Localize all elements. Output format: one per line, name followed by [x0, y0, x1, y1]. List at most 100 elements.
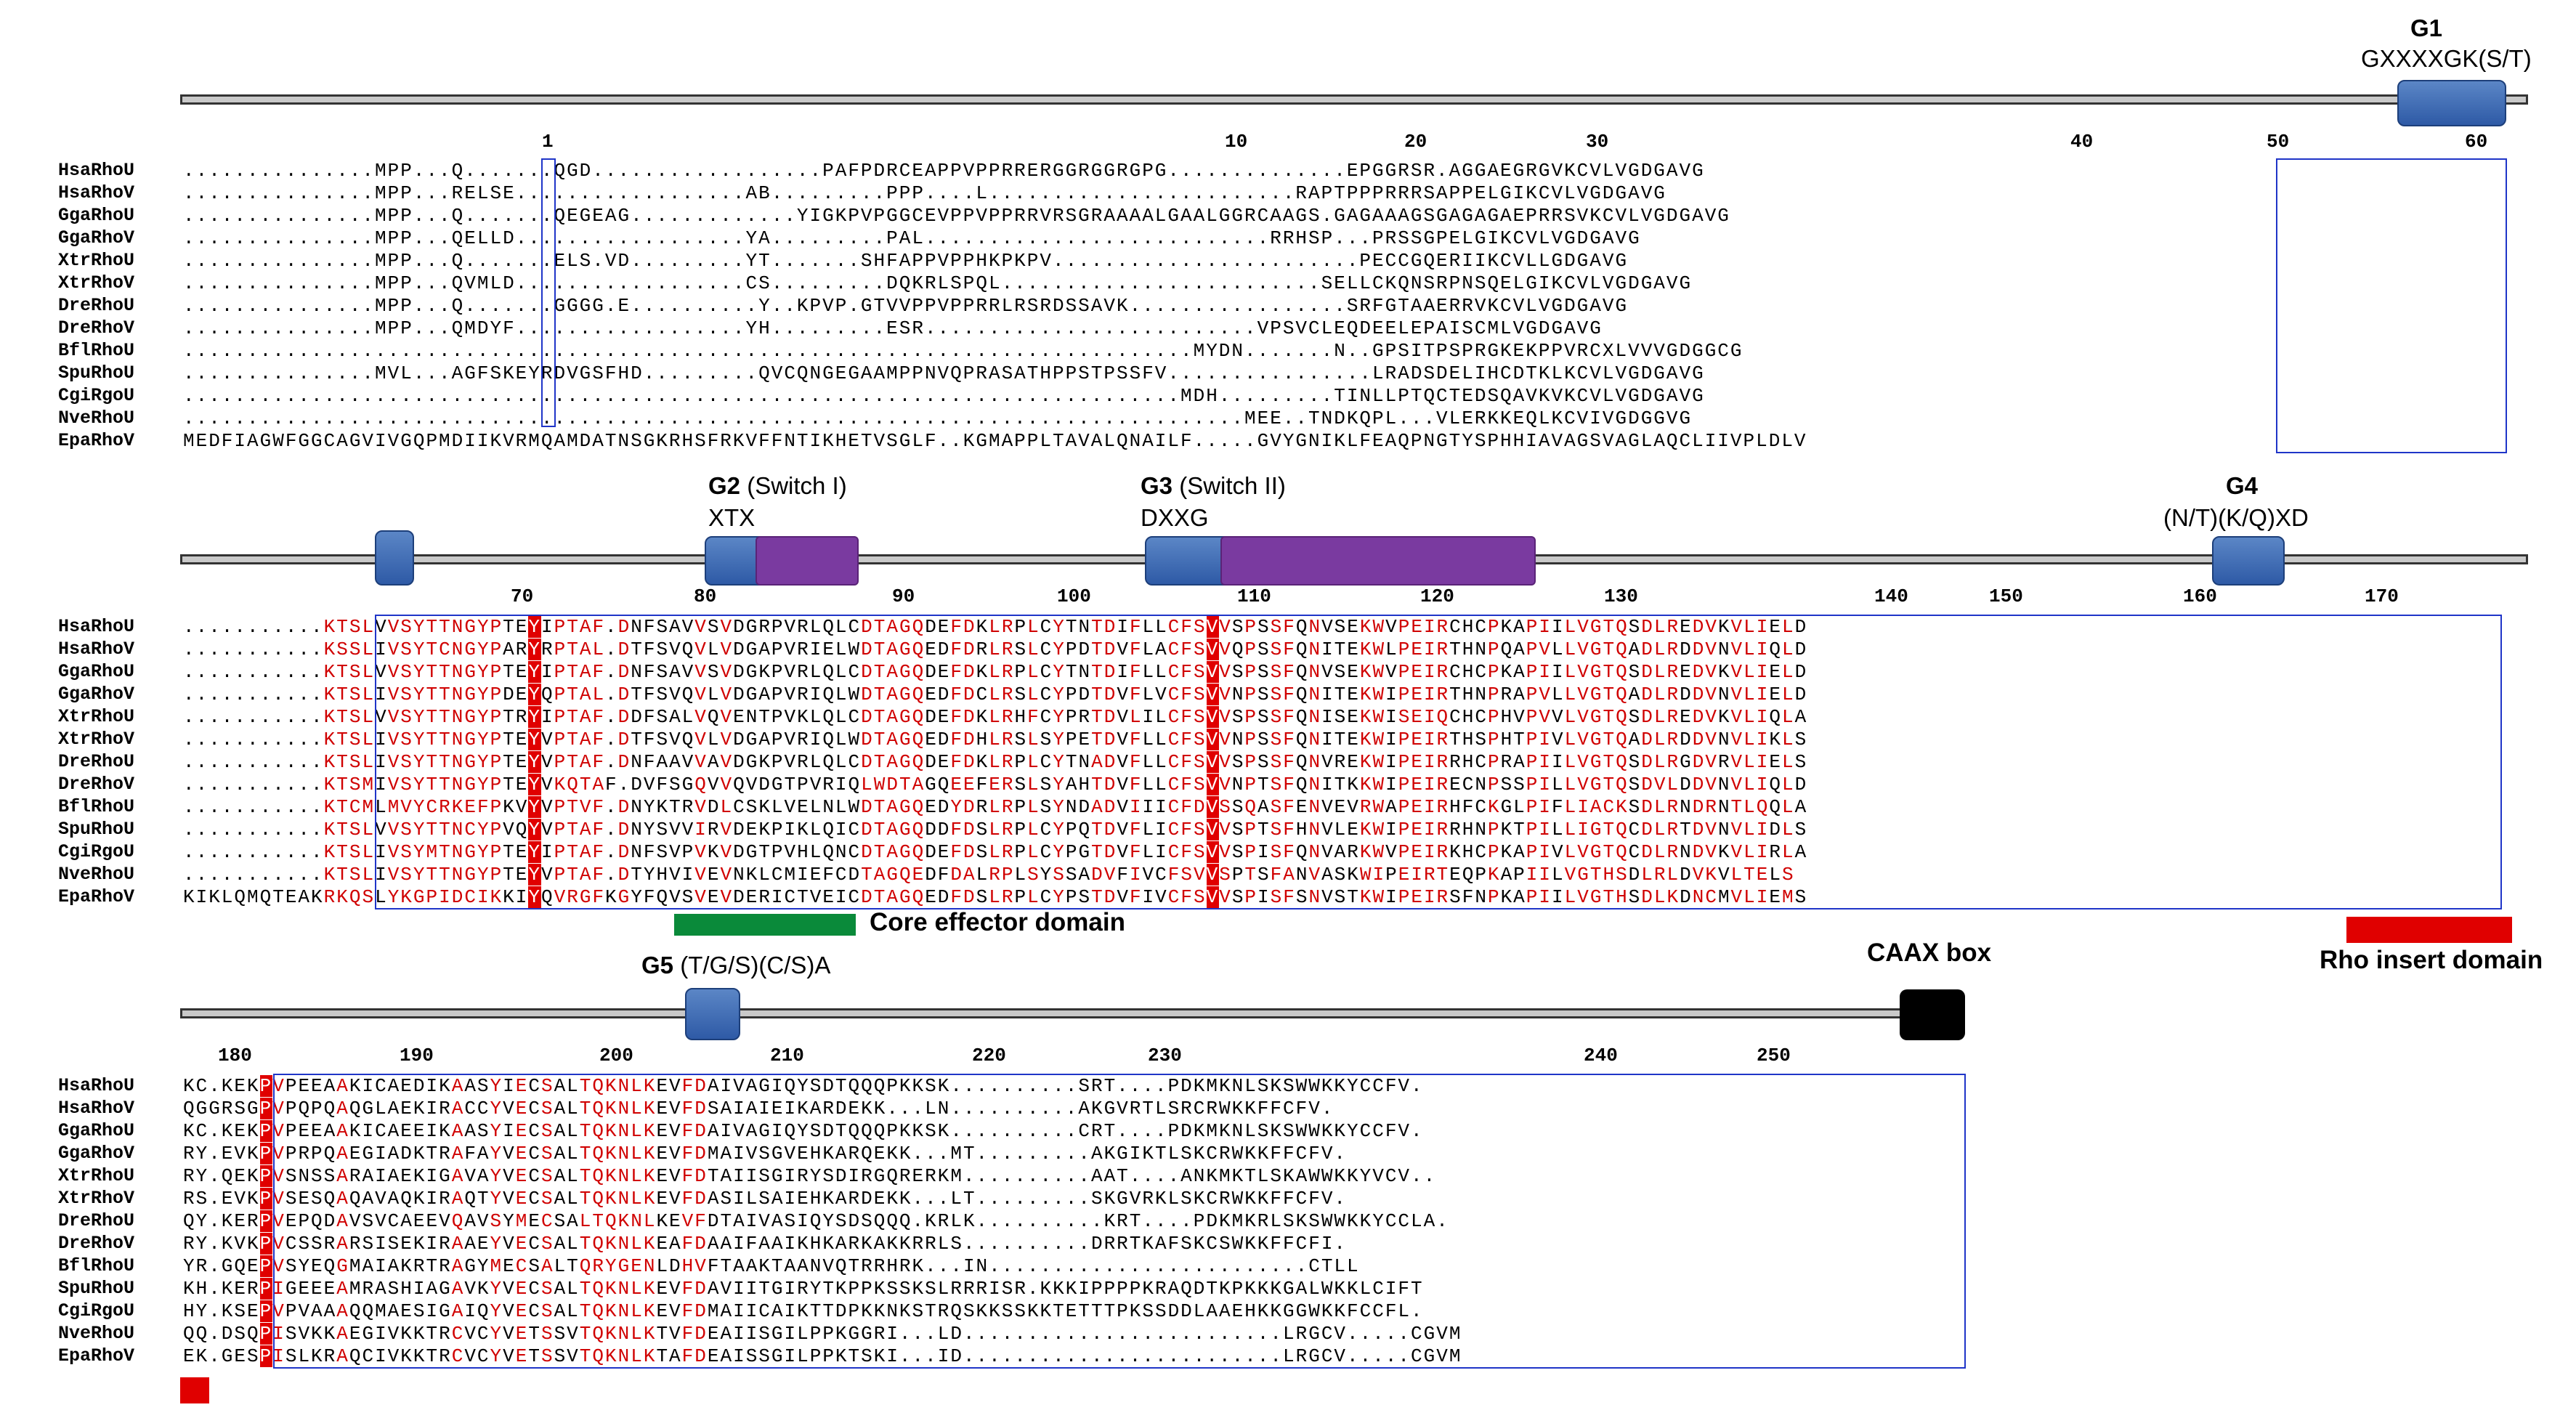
pos-number: 230	[1148, 1045, 1182, 1066]
pos-number: 180	[218, 1045, 252, 1066]
sequence: ........................................…	[183, 385, 1705, 407]
species-label: EpaRhoV	[58, 886, 135, 907]
sequence: ...........KTSLIVSYTTNGYPDEYQPTAL.DTFSVQ…	[183, 684, 1808, 705]
conserved-frame	[2276, 158, 2507, 453]
alignment-row: DreRhoV ...........KTSMIVSYTTNGYPTEYVKQTA…	[0, 774, 2576, 796]
alignment-row: EpaRhoV MEDFIAGWFGGCAGVIVGQPMDIIKVRMQAMDA…	[0, 430, 2576, 453]
alignment-row: DreRhoV ...............MPP...QMDYF.......…	[0, 317, 2576, 340]
pos-number: 170	[2365, 586, 2399, 607]
sequence: ...........KTSMIVSYTTNGYPTEYVKQTAF.DVFSG…	[183, 774, 1808, 795]
pos-number: 50	[2267, 131, 2290, 153]
sequence: ...........KTSLIVSYTTNGYPTEYVPTAF.DTYHVI…	[183, 864, 1795, 886]
sequence: RY.QEKPVSNSSARAIAEKIGAVAYVECSALTQKNLKEVF…	[183, 1165, 1437, 1187]
pos-number: 150	[1989, 586, 2023, 607]
alignment-row: DreRhoV RY.KVKPVCSSRARSISEKIRAAEYVECSALTQ…	[0, 1233, 2576, 1255]
sequence: ........................................…	[183, 408, 1693, 429]
pos-number: 210	[770, 1045, 804, 1066]
caax-box-label: CAAX box	[1867, 939, 1992, 967]
alignment-row: XtrRhoV ...........KTSLIVSYTTNGYPTEYVPTAF…	[0, 729, 2576, 751]
species-label: XtrRhoV	[58, 272, 135, 293]
switch1-region	[756, 536, 859, 586]
alignment-row: XtrRhoV ...............MPP...QVMLD.......…	[0, 272, 2576, 295]
alignment-row: CgiRgoU.................................…	[0, 385, 2576, 408]
rho-insert-bar	[2346, 917, 2512, 943]
g4-domain-box	[2212, 536, 2285, 586]
g-domain-box	[375, 530, 414, 586]
sequence: ...........KTSLVVSYTTNGYPTEYIPTAF.DNFSAV…	[183, 661, 1808, 683]
species-label: NveRhoU	[58, 1323, 135, 1344]
pos-number: 80	[694, 586, 717, 607]
sequence: HY.KSEPVPVAAAQQMAESIGAIQYVECSALTQKNLKEVF…	[183, 1300, 1424, 1322]
species-label: DreRhoV	[58, 774, 135, 795]
species-label: CgiRgoU	[58, 841, 135, 862]
block2-position-numbers: 70 80 90 100 110 120 130 140 150 160 170	[0, 586, 2576, 612]
pos-number: 110	[1237, 586, 1271, 607]
species-label: XtrRhoU	[58, 706, 135, 727]
sequence: YR.GQEPVSYEQGMAIAKRTRAGYMECSALTQRYGENLDH…	[183, 1255, 1360, 1277]
g2-motif: XTX	[708, 504, 756, 531]
rho-insert-label: Rho insert domain	[2320, 946, 2543, 974]
sequence: ...............MPP...QELLD..............…	[183, 227, 1641, 249]
species-label: GgaRhoU	[58, 661, 135, 682]
species-label: GgaRhoU	[58, 1120, 135, 1141]
sequence: KC.KEKPVPEEAAKICAEDIKAASYIECSALTQKNLKEVF…	[183, 1075, 1424, 1097]
alignment-row: GgaRhoV RY.EVKPVPRPQAEGIADKTRAFAYVECSALTQ…	[0, 1143, 2576, 1165]
pos-number: 130	[1604, 586, 1638, 607]
pos-number: 240	[1584, 1045, 1618, 1066]
species-label: HsaRhoU	[58, 160, 135, 181]
species-label: GgaRhoV	[58, 684, 135, 705]
core-effector-bar	[674, 914, 856, 936]
alignment-row: DreRhoU ...............MPP...Q.......GGGG…	[0, 295, 2576, 317]
sequence: EK.GESPISLKRAQCIVKKTRCVCYVETSSVTQKNLKTAF…	[183, 1345, 1462, 1367]
species-label: GgaRhoV	[58, 227, 135, 248]
pos-number: 140	[1874, 586, 1908, 607]
sequence: RY.KVKPVCSSRARSISEKIRAAEYVECSALTQKNLKEAF…	[183, 1233, 1348, 1255]
species-label: XtrRhoV	[58, 1188, 135, 1209]
pos-number: 160	[2183, 586, 2217, 607]
alignment-row: XtrRhoU ...........KTSLVVSYTTNGYPTRYIPTAF…	[0, 706, 2576, 729]
pos-number: 70	[511, 586, 534, 607]
alignment-row: NveRhoU.................................…	[0, 408, 2576, 430]
core-effector-label: Core effector domain	[870, 908, 1125, 936]
species-label: SpuRhoU	[58, 362, 135, 384]
sequence: ...........KSSLIVSYTCNGYPARYRPTAL.DTFSVQ…	[183, 639, 1808, 660]
sequence: QGGRSGPVPQPQAQGLAEKIRACCYVECSALTQKNLKEVF…	[183, 1098, 1334, 1119]
species-label: DreRhoU	[58, 751, 135, 772]
sequence: ...........KTSLIVSYMTNGYPTEYIPTAF.DNFSVP…	[183, 841, 1808, 863]
alignment-row: HsaRhoU KC.KEKPVPEEAAKICAEDIKAASYIECSALTQ…	[0, 1075, 2576, 1098]
alignment-row: SpuRhoU KH.KERPIGEEEAMRASHIAGAVKYVECSALTQ…	[0, 1278, 2576, 1300]
species-label: HsaRhoU	[58, 616, 135, 637]
pos-number: 1	[542, 131, 554, 153]
g1-motif: GXXXXGK(S/T)	[2361, 45, 2532, 72]
sequence: ...........KTSLVVSYTTNCYPVQYVPTAF.DNYSVV…	[183, 819, 1808, 840]
alignment-row: EpaRhoV EK.GESPISLKRAQCIVKKTRCVCYVETSSVTQ…	[0, 1345, 2576, 1368]
pos-number: 30	[1586, 131, 1609, 153]
conserved-frame	[375, 615, 2502, 909]
alignment-row: SpuRhoU ...........KTSLVVSYTTNCYPVQYVPTAF…	[0, 819, 2576, 841]
sequence: ...............MPP...RELSE..............…	[183, 182, 1666, 204]
g3-motif: DXXG	[1141, 504, 1209, 531]
pos-number: 190	[400, 1045, 434, 1066]
alignment-row: HsaRhoV QGGRSGPVPQPQAQGLAEKIRACCYVECSALTQ…	[0, 1098, 2576, 1120]
species-label: XtrRhoU	[58, 1165, 135, 1186]
alignment-row: HsaRhoU ...............MPP...Q.......QGD.…	[0, 160, 2576, 182]
sequence: ...........KTSLIVSYTTNGYPTEYVPTAF.DTFSVQ…	[183, 729, 1808, 750]
species-label: DreRhoV	[58, 317, 135, 339]
species-label: XtrRhoV	[58, 729, 135, 750]
alignment-row: GgaRhoU ...........KTSLVVSYTTNGYPTEYIPTAF…	[0, 661, 2576, 684]
species-label: EpaRhoV	[58, 430, 135, 451]
g4-motif: (N/T)(K/Q)XD	[2163, 504, 2309, 531]
alignment-row: HsaRhoU ...........KTSLVVSYTTNGYPTEYIPTAF…	[0, 616, 2576, 639]
sequence: QY.KERPVEPQDAVSVCAEEVQAVSYMECSALTQKNLKEV…	[183, 1210, 1449, 1232]
pos-number: 20	[1404, 131, 1427, 153]
alignment-row: NveRhoU ...........KTSLIVSYTTNGYPTEYVPTAF…	[0, 864, 2576, 886]
alignment-row: GgaRhoU ...............MPP...Q.......QEGE…	[0, 205, 2576, 227]
species-label: DreRhoV	[58, 1233, 135, 1254]
alignment-row: NveRhoU QQ.DSQPISVKKAEGIVKKTRCVCYVETSSVTQ…	[0, 1323, 2576, 1345]
block3-position-numbers: 180 190 200 210 220 230 240 250	[0, 1045, 2576, 1071]
rho-insert-marker	[180, 1377, 209, 1403]
pos-number: 10	[1225, 131, 1248, 153]
species-label: CgiRgoU	[58, 385, 135, 406]
sequence: RY.EVKPVPRPQAEGIADKTRAFAYVECSALTQKNLKEVF…	[183, 1143, 1348, 1164]
species-label: SpuRhoU	[58, 819, 135, 840]
